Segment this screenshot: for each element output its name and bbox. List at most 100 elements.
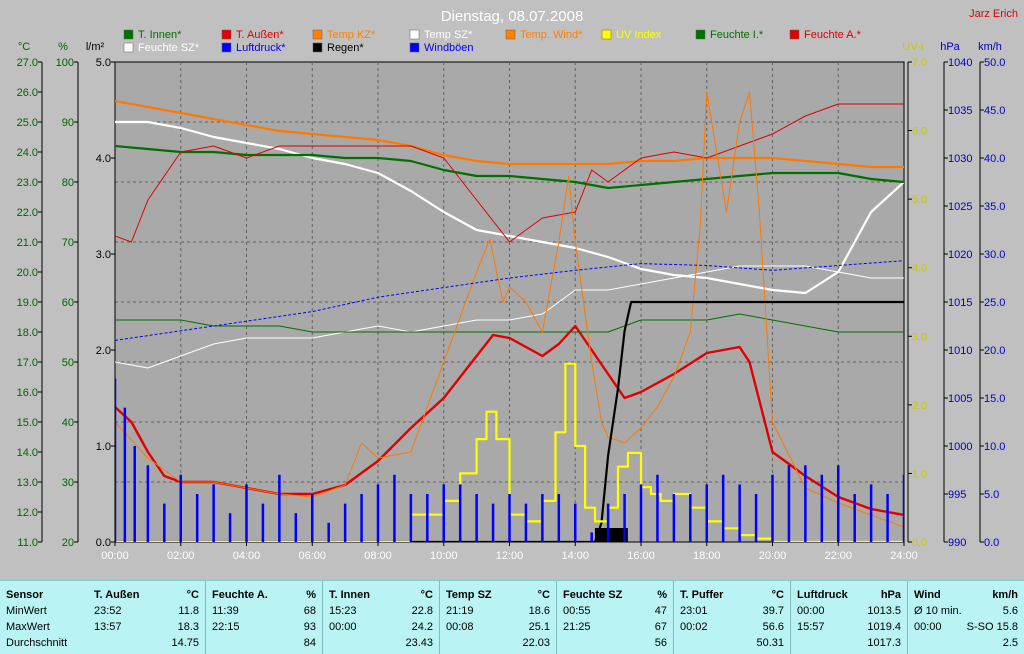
wind-axis-tick-label: 25.0 [984, 297, 1005, 309]
stats-min-time: 15:23 [329, 605, 357, 617]
row-label-min: MinWert [6, 605, 47, 617]
humidity-axis-tick-label: 90 [62, 117, 74, 129]
chart-series [115, 91, 904, 542]
wind-axis-tick-label: 45.0 [984, 105, 1005, 117]
humidity-axis-unit-label: % [58, 41, 68, 53]
stats-max-time: 21:25 [563, 621, 591, 633]
stats-max-value: 18.3 [177, 621, 199, 633]
uv-axis-tick-label: 5.0 [912, 194, 927, 206]
x-tick-label: 14:00 [561, 550, 589, 562]
temp-axis-tick-label: 20.0 [17, 267, 38, 279]
stats-group: Feuchte SZ% 00:55 47 21:25 67 56 [556, 581, 673, 654]
pressure-axis-tick-label: 1020 [948, 249, 972, 261]
stats-group: T. Puffer °C 23:01 39.7 00:02 56.6 50.31 [673, 581, 790, 654]
row-label-sensor: Sensor [6, 589, 44, 601]
pressure-axis-tick-label: 990 [948, 537, 966, 549]
stats-max-value: 24.2 [411, 621, 433, 633]
pressure-axis-tick-label: 1035 [948, 105, 972, 117]
series-regen--block [594, 528, 628, 542]
statistics-table: Sensor MinWert MaxWert Durchschnitt T. A… [0, 580, 1024, 654]
stats-average: 23.43 [405, 637, 433, 649]
uv-axis-tick-label: 2.0 [912, 400, 927, 412]
x-tick-label: 12:00 [496, 550, 524, 562]
temp-axis-tick-label: 16.0 [17, 387, 38, 399]
x-tick-label: 24:00 [890, 550, 918, 562]
stats-unit: °C [186, 589, 199, 601]
stats-sensor-name: Feuchte SZ [563, 589, 623, 601]
wind-axis-tick-label: 5.0 [984, 489, 999, 501]
pressure-axis-tick-label: 995 [948, 489, 966, 501]
series-luftdruck--line [115, 260, 904, 341]
series-feuchte-i--line [115, 313, 904, 333]
weather-chart: 00:00 02:00 04:00 06:00 08:00 10:00 12:00 14:00… [17, 8, 1018, 562]
stats-max-time: 00:00 [914, 621, 942, 633]
wind-axis-tick-label: 35.0 [984, 201, 1005, 213]
x-tick-label: 02:00 [167, 550, 195, 562]
stats-group: Temp SZ °C 21:19 18.6 00:08 25.1 22.03 [439, 581, 556, 654]
stats-max-time: 00:02 [680, 621, 708, 633]
chart-axes: 00:00 02:00 04:00 06:00 08:00 10:00 12:00 14:00… [17, 41, 1006, 562]
stats-max-value: 93 [303, 621, 316, 633]
series-temp-kz--line [115, 99, 904, 169]
stats-min-time: Ø 10 min. [914, 605, 962, 617]
stats-min-time: 21:19 [446, 605, 474, 617]
legend-windb-en-label: Windböen [424, 42, 474, 54]
row-label-avg: Durchschnitt [6, 637, 68, 649]
stats-min-value: 68 [303, 605, 316, 617]
legend-feuchte-a--label: Feuchte A.* [804, 29, 862, 41]
uv-axis-tick-label: 7.0 [912, 57, 927, 69]
stats-sensor-name: Wind [914, 589, 941, 601]
pressure-axis-tick-label: 1030 [948, 153, 972, 165]
x-tick-label: 04:00 [233, 550, 261, 562]
rain-axis-tick-label: 4.0 [96, 153, 111, 165]
stats-min-value: 18.6 [528, 605, 550, 617]
stats-unit: % [657, 589, 667, 601]
legend-temp-kz--label: Temp KZ* [327, 29, 376, 41]
legend-uv-index-label: UV Index [616, 29, 662, 41]
stats-unit: °C [771, 589, 784, 601]
stats-average: 2.5 [1002, 637, 1018, 649]
stats-min-value: 11.8 [178, 605, 199, 617]
stats-average: 56 [654, 637, 667, 649]
temp-axis-tick-label: 13.0 [17, 477, 38, 489]
humidity-axis-tick-label: 80 [62, 177, 74, 189]
uv-axis-tick-label: 6.0 [912, 126, 927, 138]
stats-sensor-name: T. Puffer [680, 589, 724, 601]
series-temp-sz--line [115, 120, 904, 295]
stats-unit: hPa [880, 589, 901, 601]
stats-max-value: 56.6 [762, 621, 784, 633]
temp-axis-tick-label: 26.0 [17, 87, 38, 99]
stats-row-labels: Sensor MinWert MaxWert Durchschnitt [0, 581, 88, 654]
legend-t-innen--label: T. Innen* [138, 29, 182, 41]
temp-axis-tick-label: 17.0 [17, 357, 38, 369]
legend-windb-en-swatch [409, 42, 420, 53]
stats-group: Feuchte A.% 11:39 68 22:15 93 84 [205, 581, 322, 654]
stats-min-time: 11:39 [212, 605, 239, 617]
chart-legend: T. Innen* T. Außen* Temp KZ* Temp SZ* Temp. … [123, 29, 862, 54]
temp-axis-tick-label: 19.0 [17, 297, 38, 309]
stats-min-value: 47 [654, 605, 667, 617]
wind-axis-tick-label: 30.0 [984, 249, 1005, 261]
rain-axis-tick-label: 5.0 [96, 57, 111, 69]
rain-axis-tick-label: 1.0 [96, 441, 111, 453]
stats-max-time: 13:57 [94, 621, 122, 633]
humidity-axis-tick-label: 50 [62, 357, 74, 369]
stats-average: 50.31 [756, 637, 784, 649]
legend-temp-sz--label: Temp SZ* [424, 29, 473, 41]
stats-min-value: 22.8 [411, 605, 433, 617]
temp-axis-tick-label: 24.0 [17, 147, 38, 159]
humidity-axis-tick-label: 40 [62, 417, 74, 429]
stats-group: T. Außen °C 23:52 11.8 13:57 18.3 14.75 [88, 581, 205, 654]
x-tick-label: 08:00 [364, 550, 392, 562]
temp-axis-unit-label: °C [18, 41, 30, 53]
wind-axis-tick-label: 0.0 [984, 537, 999, 549]
stats-group: Luftdruck hPa 00:00 1013.5 15:57 1019.4 1017.3 [790, 581, 907, 654]
series-t-innen--line [115, 144, 904, 190]
stats-average: 14.75 [171, 637, 199, 649]
temp-axis-tick-label: 21.0 [17, 237, 38, 249]
stats-sensor-name: Luftdruck [797, 589, 848, 601]
temp-axis-tick-label: 11.0 [17, 537, 38, 549]
humidity-axis-tick-label: 20 [62, 537, 74, 549]
wind-axis-tick-label: 10.0 [984, 441, 1005, 453]
stats-max-time: 22:15 [212, 621, 240, 633]
